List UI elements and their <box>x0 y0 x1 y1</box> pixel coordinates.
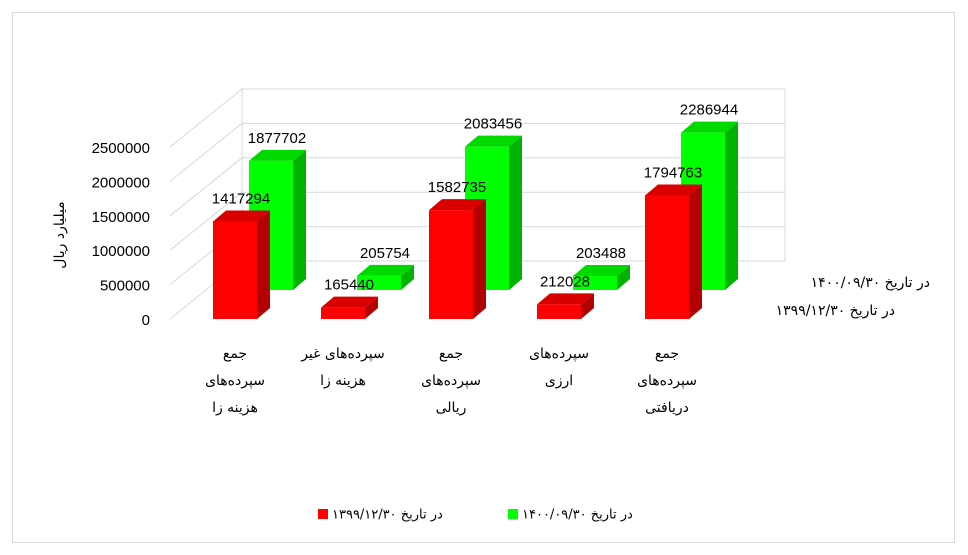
data-label: 165440 <box>324 277 374 294</box>
bar-top <box>321 296 378 308</box>
bar-front <box>321 307 365 319</box>
data-label: 1582735 <box>428 179 486 196</box>
y-tick-label: 0 <box>142 312 150 329</box>
legend-swatch <box>318 509 328 519</box>
bar-front <box>213 221 257 319</box>
legend-label: در تاریخ ۱۴۰۰/۰۹/۳۰ <box>522 508 633 523</box>
bar-top <box>357 264 414 276</box>
bar <box>573 265 630 290</box>
depth-axis-label: در تاریخ ۱۴۰۰/۰۹/۳۰ <box>811 275 930 291</box>
x-tick-label: جمع سپرده‌های هزینه زا <box>205 346 265 416</box>
bar <box>537 293 594 319</box>
bar-top <box>213 210 270 222</box>
bar-front <box>429 210 473 319</box>
data-label: 2083456 <box>464 116 522 133</box>
bar-top <box>429 199 486 211</box>
bar-top <box>645 184 702 196</box>
bar <box>645 184 702 319</box>
data-label: 1794763 <box>644 164 702 181</box>
bar-front <box>357 275 401 290</box>
y-tick-label: 2500000 <box>92 140 150 157</box>
bar-side <box>401 264 414 290</box>
y-tick-label: 2000000 <box>92 174 150 191</box>
x-tick-label: جمع سپرده‌های ریالی <box>421 346 481 416</box>
bar <box>213 210 270 319</box>
bar <box>429 199 486 319</box>
bar-front <box>645 195 689 319</box>
y-tick-label: 1500000 <box>92 209 150 226</box>
x-tick-label: سپرده‌های غیر هزینه زا <box>301 346 385 389</box>
legend-label: در تاریخ ۱۳۹۹/۱۲/۳۰ <box>332 508 443 523</box>
data-label: 203488 <box>576 245 626 262</box>
bar-top <box>537 293 594 305</box>
x-tick-label: جمع سپرده‌های دریافتی <box>637 346 697 416</box>
y-axis-title: میلیارد ریال <box>52 201 68 268</box>
bar-side <box>725 121 738 290</box>
data-label: 205754 <box>360 245 410 262</box>
legend-swatch <box>508 509 518 519</box>
bar-top <box>573 265 630 277</box>
y-tick-label: 500000 <box>100 278 150 295</box>
bar-side <box>257 210 270 319</box>
bar-side <box>689 184 702 319</box>
y-tick-label: 1000000 <box>92 243 150 260</box>
x-tick-label: سپرده‌های ارزی <box>529 346 589 389</box>
bar-top <box>249 149 306 161</box>
bar <box>321 296 378 319</box>
bar-side <box>581 293 594 319</box>
data-label: 2286944 <box>680 102 738 119</box>
bar-top <box>465 135 522 147</box>
bar-side <box>365 296 378 319</box>
bar-top <box>681 121 738 133</box>
bar-side <box>617 265 630 290</box>
bar-side <box>509 135 522 290</box>
data-label: 212028 <box>540 273 590 290</box>
depth-axis-label: در تاریخ ۱۳۹۹/۱۲/۳۰ <box>776 303 895 319</box>
bar <box>357 264 414 290</box>
bar-front <box>573 276 617 290</box>
bar-front <box>537 304 581 319</box>
data-label: 1417294 <box>212 190 270 207</box>
bar-side <box>293 149 306 290</box>
bar-side <box>473 199 486 319</box>
data-label: 1877702 <box>248 130 306 147</box>
